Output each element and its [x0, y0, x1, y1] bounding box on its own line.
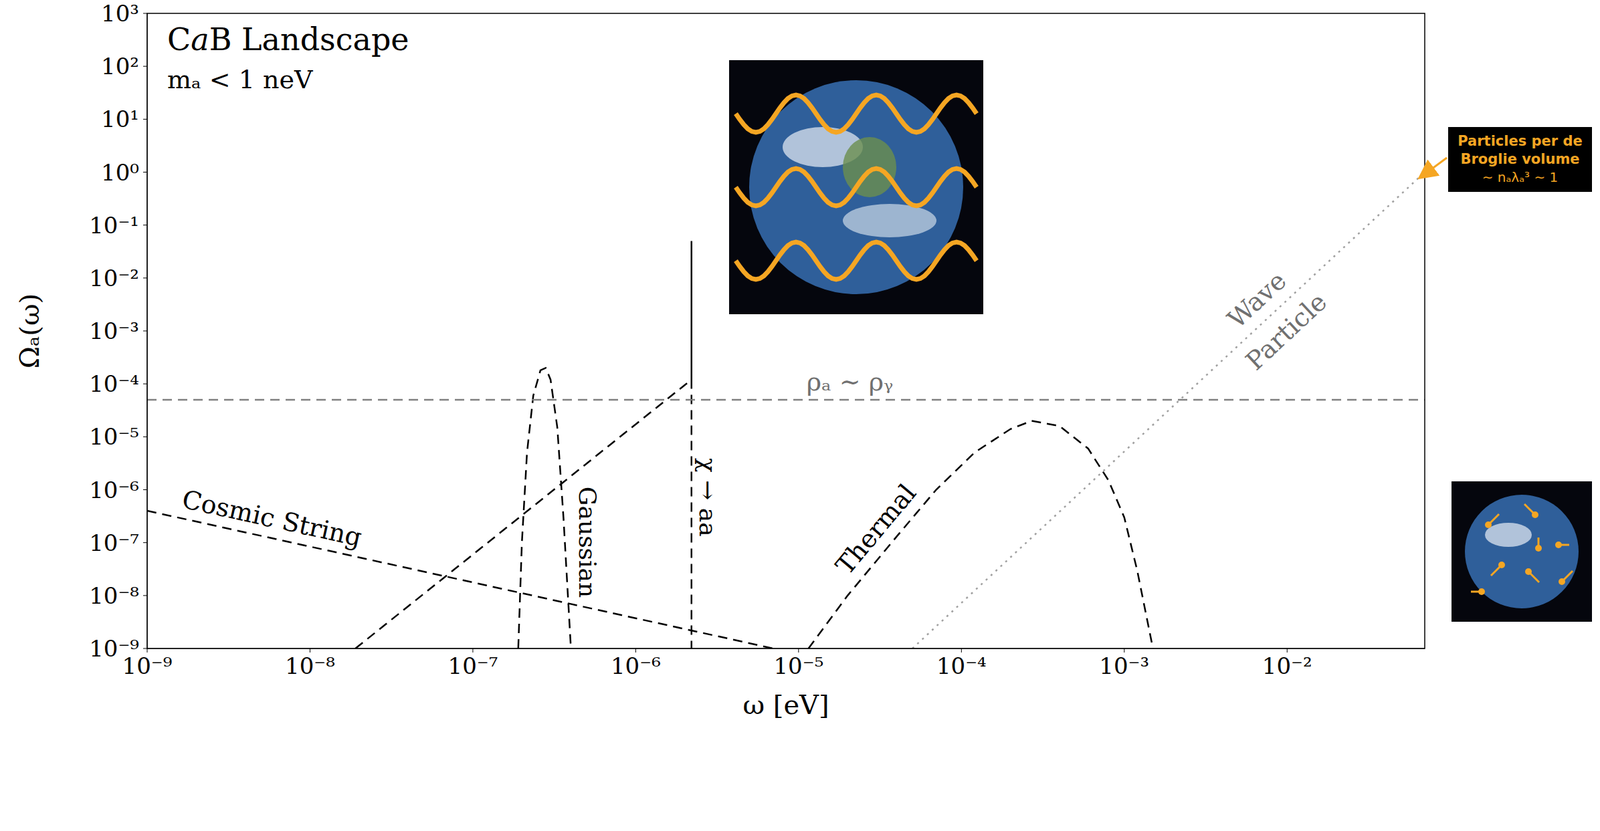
svg-text:Gaussian: Gaussian	[573, 486, 602, 599]
svg-text:10⁻⁹: 10⁻⁹	[122, 652, 173, 680]
svg-text:10²: 10²	[101, 52, 140, 80]
svg-text:10⁻⁴: 10⁻⁴	[936, 652, 987, 680]
svg-text:Ωₐ(ω): Ωₐ(ω)	[14, 293, 45, 369]
svg-text:10⁻³: 10⁻³	[1098, 652, 1150, 680]
svg-text:10⁻¹: 10⁻¹	[88, 212, 140, 239]
svg-text:10⁻⁵: 10⁻⁵	[88, 423, 140, 451]
svg-text:χ → aa: χ → aa	[694, 458, 722, 538]
svg-text:10⁻⁹: 10⁻⁹	[88, 635, 140, 663]
svg-text:10⁻²: 10⁻²	[1262, 652, 1313, 680]
svg-text:Cosmic String: Cosmic String	[179, 484, 364, 553]
svg-text:10⁻⁵: 10⁻⁵	[773, 652, 824, 680]
svg-text:CaB Landscape: CaB Landscape	[167, 21, 410, 58]
svg-text:10⁻⁸: 10⁻⁸	[284, 652, 336, 680]
svg-text:10¹: 10¹	[101, 105, 140, 133]
svg-text:ω [eV]: ω [eV]	[742, 689, 829, 721]
svg-text:10⁻²: 10⁻²	[88, 264, 140, 292]
svg-text:10⁻⁴: 10⁻⁴	[88, 370, 140, 398]
svg-text:10⁻⁸: 10⁻⁸	[88, 582, 140, 610]
svg-text:10⁻³: 10⁻³	[88, 317, 140, 345]
svg-text:10³: 10³	[101, 0, 140, 27]
svg-text:10⁻⁶: 10⁻⁶	[88, 476, 140, 504]
svg-text:Thermal: Thermal	[830, 478, 922, 581]
svg-text:Particle: Particle	[1240, 286, 1333, 376]
svg-text:mₐ < 1 neV: mₐ < 1 neV	[167, 64, 314, 95]
svg-text:Wave: Wave	[1222, 266, 1293, 335]
svg-text:ρₐ ∼ ρᵧ: ρₐ ∼ ρᵧ	[806, 367, 894, 397]
svg-text:10⁻⁷: 10⁻⁷	[88, 529, 140, 557]
html-text:∼ nₐλₐ³ ∼ 1: ∼ nₐλₐ³ ∼ 1	[1482, 169, 1559, 186]
svg-text:10⁰: 10⁰	[101, 159, 140, 186]
html-text:Particles per de Broglie volum: Particles per de Broglie volume	[1457, 133, 1583, 168]
svg-text:10⁻⁷: 10⁻⁷	[448, 652, 499, 680]
svg-text:10⁻⁶: 10⁻⁶	[610, 652, 661, 680]
